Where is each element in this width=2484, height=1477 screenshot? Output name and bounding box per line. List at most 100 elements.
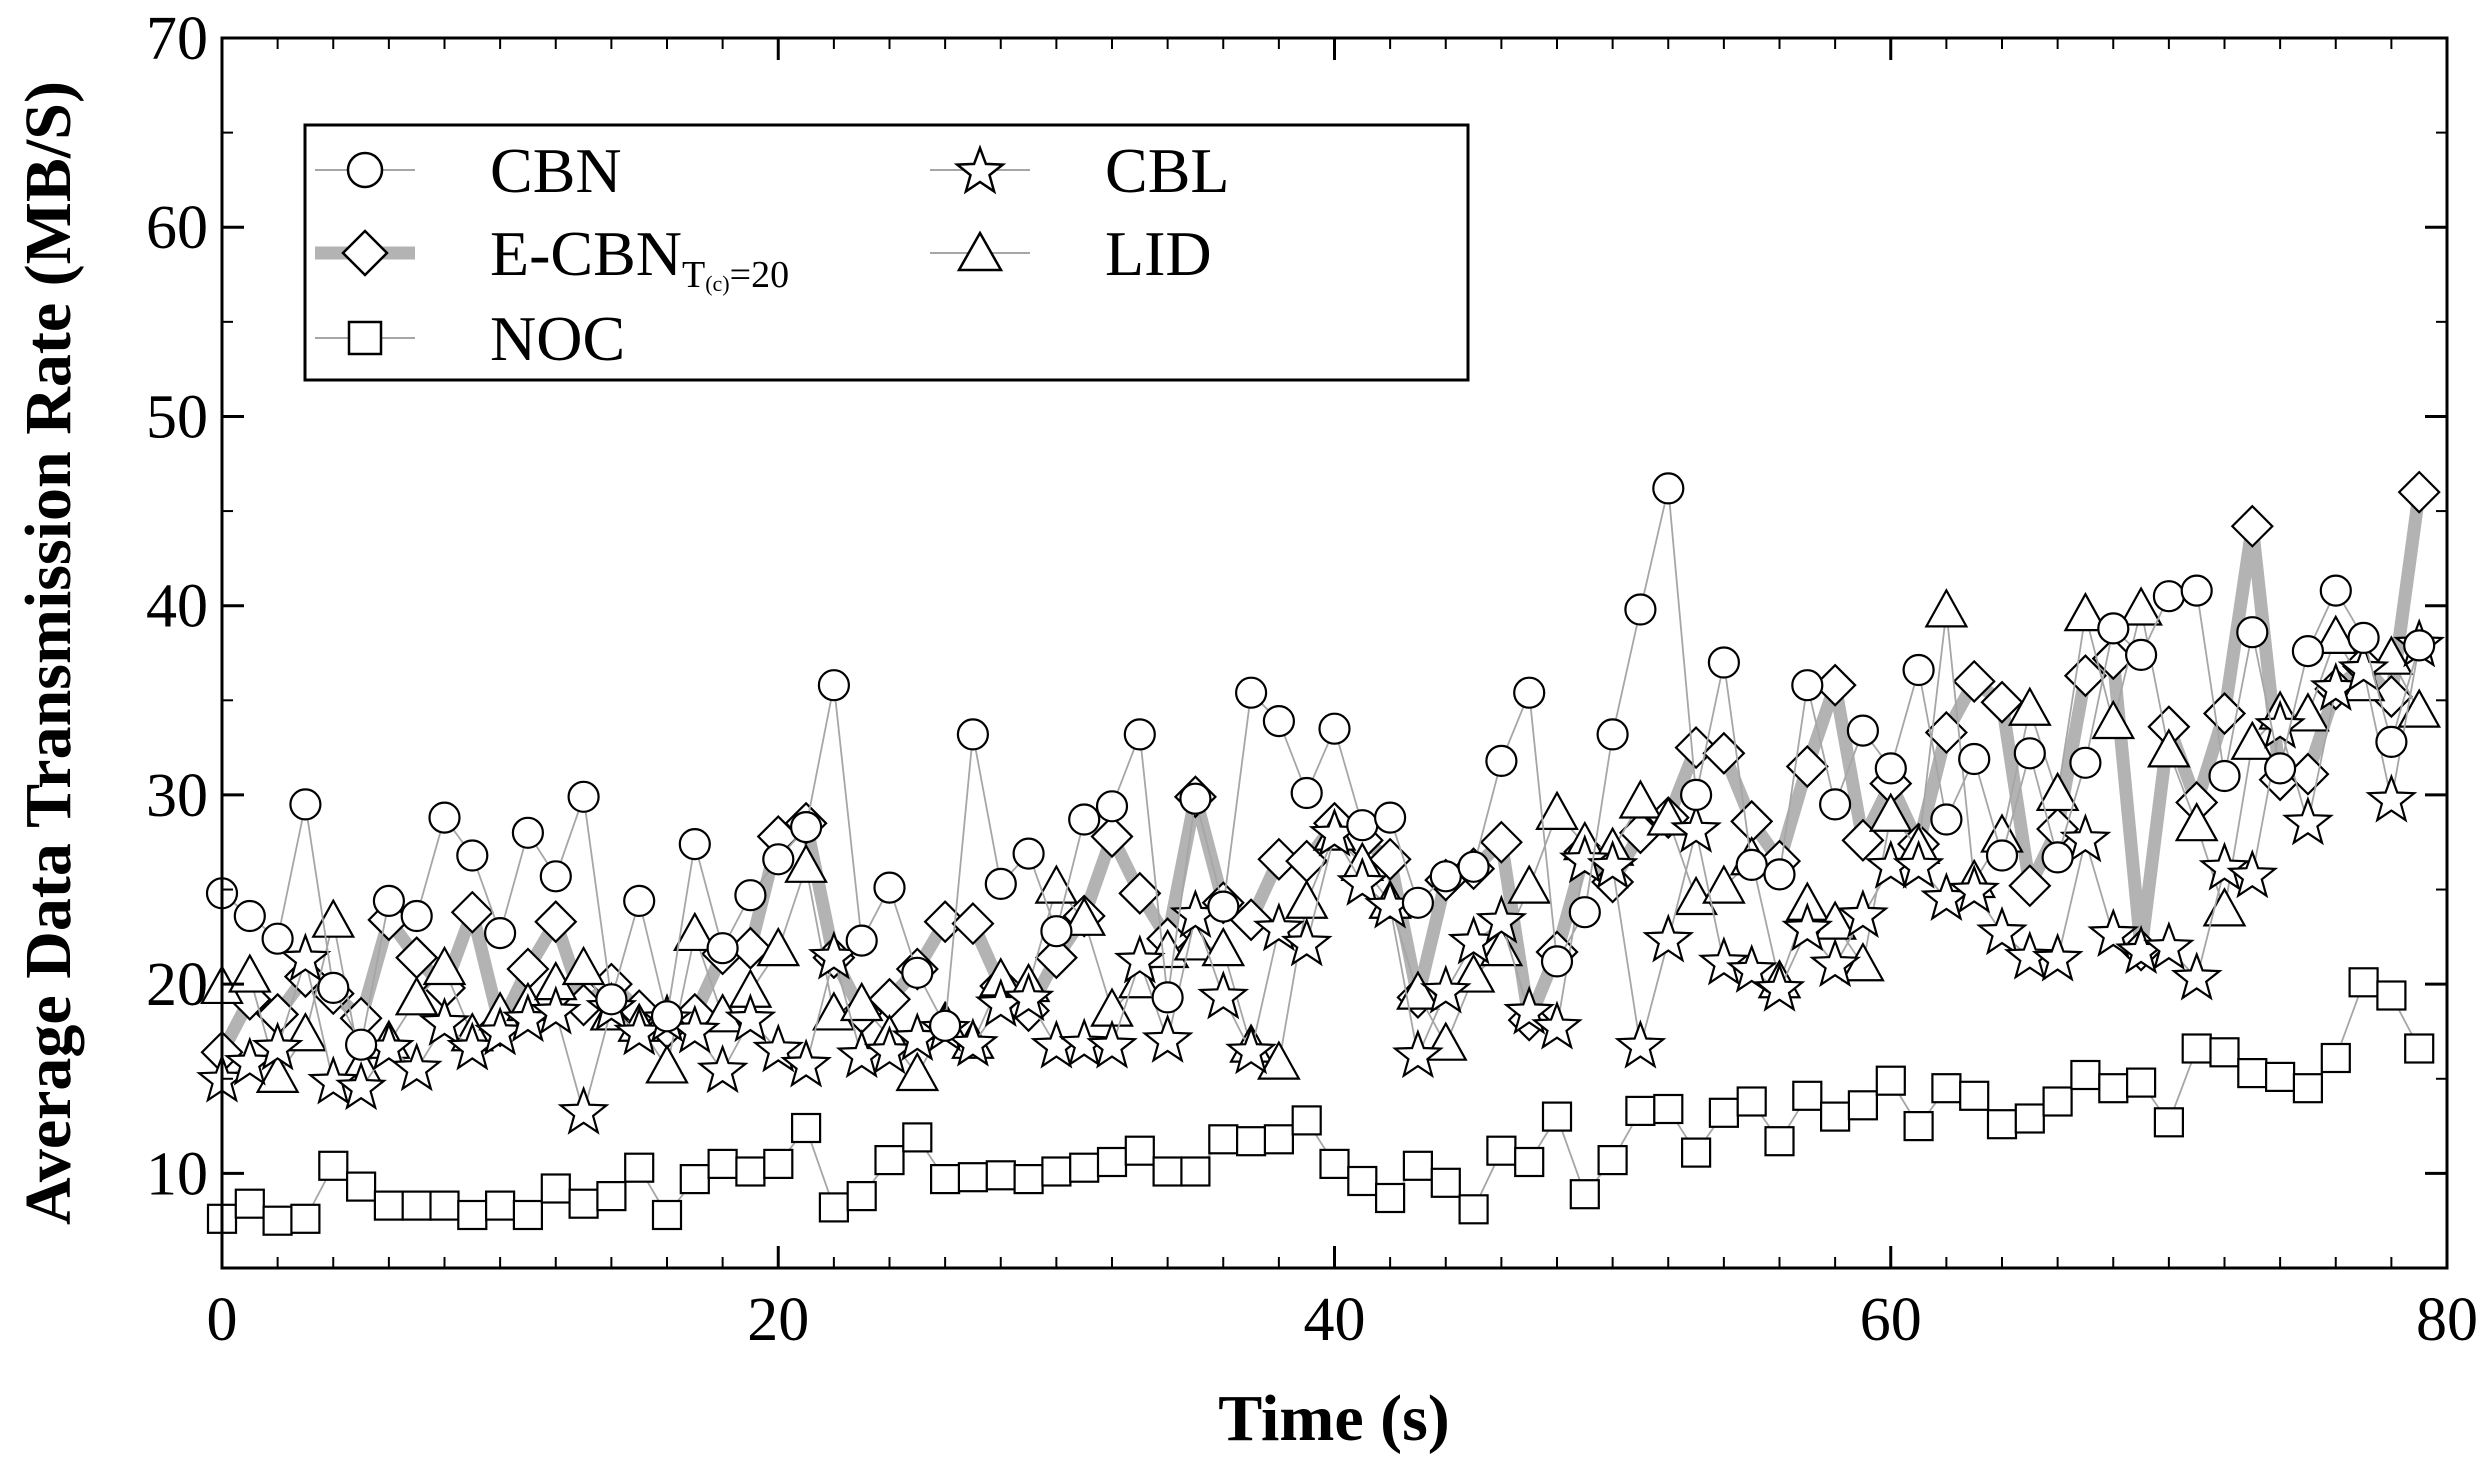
triangle-point — [1507, 864, 1552, 904]
triangle-point — [784, 843, 828, 883]
square-point — [2376, 980, 2407, 1011]
diamond-point — [951, 902, 995, 946]
square-point — [1680, 1137, 1712, 1168]
x-axis-title: Time (s) — [1218, 1382, 1450, 1455]
y-tick-label: 40 — [146, 573, 208, 641]
circle-point — [789, 810, 823, 844]
square-point — [985, 1160, 1016, 1191]
square-point — [1069, 1152, 1100, 1183]
star-point — [251, 1021, 304, 1071]
triangle-point — [2063, 591, 2108, 632]
triangle-point — [394, 976, 439, 1016]
y-tick-label: 10 — [146, 1140, 208, 1208]
diamond-point — [1090, 814, 1134, 859]
square-point — [1569, 1179, 1600, 1210]
square-point — [429, 1190, 460, 1221]
circle-point — [2180, 574, 2213, 607]
triangle-point — [2035, 771, 2080, 812]
circle-point — [1985, 839, 2019, 872]
square-point — [540, 1173, 571, 1204]
circle-point — [706, 932, 739, 965]
series-line-circle — [221, 488, 2421, 1048]
square-point — [1653, 1093, 1684, 1125]
y-tick-label: 20 — [146, 951, 208, 1019]
diamond-point — [1257, 837, 1301, 881]
square-point — [1402, 1150, 1434, 1181]
star-point — [1642, 913, 1695, 963]
square-point — [1792, 1080, 1823, 1111]
star-point — [1225, 1025, 1277, 1075]
star-point — [780, 1038, 832, 1088]
circle-point — [2041, 841, 2074, 874]
legend-ecbn-tail: =20 — [730, 254, 789, 296]
circle-point — [1207, 890, 1240, 923]
star-point — [2087, 907, 2140, 957]
star-point — [724, 992, 777, 1043]
circle-point — [2347, 621, 2380, 655]
series-layer — [196, 470, 2446, 1236]
star-point — [2170, 951, 2223, 1001]
legend-label-cbl: CBL — [1105, 135, 1229, 206]
square-point — [2042, 1086, 2073, 1117]
triangle-point — [756, 926, 801, 967]
square-point — [596, 1180, 627, 1212]
square-point — [1764, 1126, 1795, 1157]
circle-point — [762, 843, 795, 876]
square-point — [1180, 1156, 1211, 1187]
square-point — [790, 1112, 822, 1144]
legend-entry-cbn: CBN — [315, 135, 622, 206]
diamond-point — [1952, 659, 1996, 703]
star-point — [2059, 813, 2112, 863]
square-point — [457, 1199, 488, 1231]
star-point — [557, 1085, 610, 1135]
square-point — [2098, 1073, 2129, 1104]
legend-ecbn-subsub: (c) — [705, 271, 729, 296]
square-point — [1208, 1124, 1239, 1155]
legend-ecbn-main: E-CBN — [490, 218, 682, 289]
triangle-point — [2174, 801, 2219, 842]
square-point — [401, 1190, 432, 1221]
square-point — [1819, 1101, 1851, 1132]
circle-point — [2375, 725, 2408, 759]
circle-point — [678, 827, 711, 861]
star-point — [390, 1042, 443, 1092]
star-point — [2142, 921, 2195, 971]
circle-point — [289, 788, 322, 821]
y-tick-label: 70 — [146, 5, 208, 73]
square-point — [763, 1148, 794, 1180]
star-point — [1252, 902, 1305, 952]
circle-point — [345, 1028, 378, 1061]
circle-point — [1040, 915, 1073, 948]
legend-label-ecbn: E-CBNT(c)=20 — [490, 218, 789, 296]
series-square — [206, 967, 2435, 1236]
circle-point — [2236, 616, 2269, 649]
diamond-point — [1674, 726, 1718, 770]
star-point — [2254, 699, 2307, 749]
y-tick-label: 60 — [146, 194, 208, 262]
circle-point — [511, 816, 545, 849]
triangle-point — [2091, 699, 2136, 740]
circle-point — [623, 884, 656, 918]
circle-point — [1818, 788, 1852, 821]
triangle-point — [672, 911, 717, 952]
square-point — [2404, 1033, 2435, 1064]
square-point — [624, 1152, 655, 1183]
circle-point — [2208, 759, 2241, 793]
circle-point — [1791, 669, 1824, 702]
square-point — [2265, 1061, 2296, 1093]
circle-point — [428, 801, 461, 834]
square-point — [2181, 1033, 2212, 1064]
x-tick-label: 40 — [1304, 1286, 1366, 1354]
y-tick-label: 30 — [146, 762, 208, 830]
circle-point — [1485, 744, 1518, 778]
triangle-point — [2397, 688, 2442, 728]
square-point — [1263, 1124, 1295, 1155]
circle-point — [2013, 737, 2046, 770]
triangle-point — [1257, 1040, 1301, 1080]
circle-point — [2069, 746, 2102, 779]
star-point — [1558, 834, 1611, 884]
circle-point — [1624, 593, 1657, 626]
legend-entry-ecbn: E-CBNT(c)=20 — [315, 218, 789, 296]
x-tick-label: 20 — [747, 1286, 809, 1354]
square-point — [2348, 967, 2379, 998]
